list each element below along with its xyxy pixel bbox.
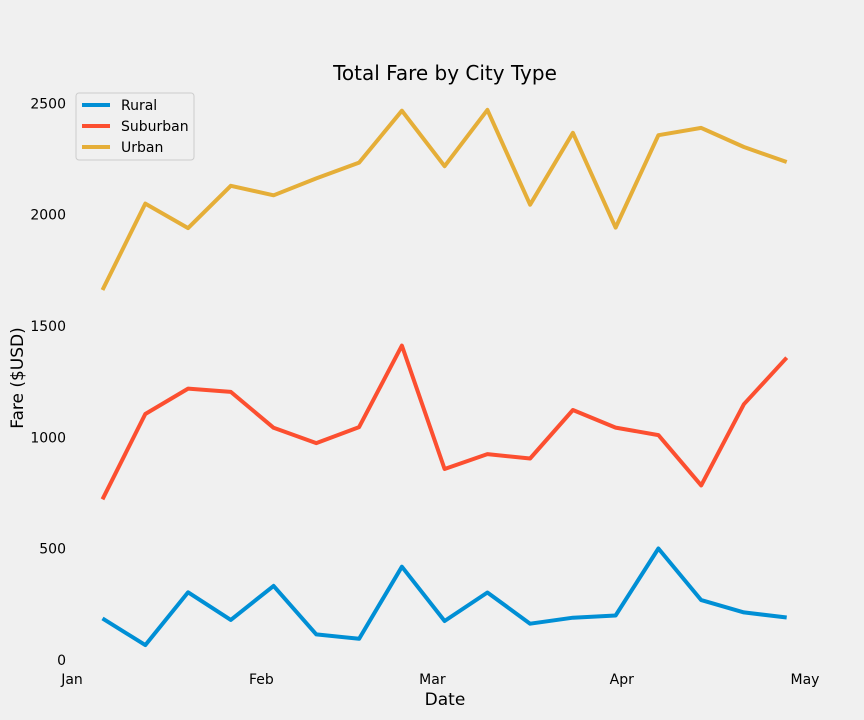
series-line-urban	[100, 107, 788, 291]
x-tick-label-1: Feb	[249, 672, 274, 688]
y-tick-label-1: 500	[39, 542, 66, 558]
legend-label-suburban: Suburban	[121, 119, 189, 135]
y-tick-label-3: 1500	[30, 319, 66, 335]
x-axis-ticks: Jan Feb Mar Apr May	[60, 672, 819, 688]
y-axis-ticks: 0 500 1000 1500 2000 2500	[30, 96, 66, 669]
y-axis-label: Fare ($USD)	[8, 327, 28, 429]
x-tick-label-0: Jan	[60, 672, 83, 688]
x-tick-label-4: May	[791, 672, 820, 688]
x-tick-label-2: Mar	[419, 672, 446, 688]
y-tick-label-2: 1000	[30, 430, 66, 446]
series-line-rural	[101, 546, 787, 648]
series-lines	[100, 107, 789, 648]
legend-label-rural: Rural	[121, 98, 157, 114]
legend-box	[75, 92, 195, 161]
x-tick-label-3: Apr	[610, 672, 634, 688]
y-tick-label-0: 0	[57, 653, 66, 669]
legend-label-urban: Urban	[121, 140, 163, 156]
series-line-suburban	[100, 343, 789, 501]
y-tick-label-4: 2000	[30, 208, 66, 224]
x-axis-label: Date	[425, 690, 466, 710]
chart-title: Total Fare by City Type	[332, 61, 557, 85]
legend: Rural Suburban Urban	[75, 92, 195, 161]
y-tick-label-5: 2500	[30, 96, 66, 112]
